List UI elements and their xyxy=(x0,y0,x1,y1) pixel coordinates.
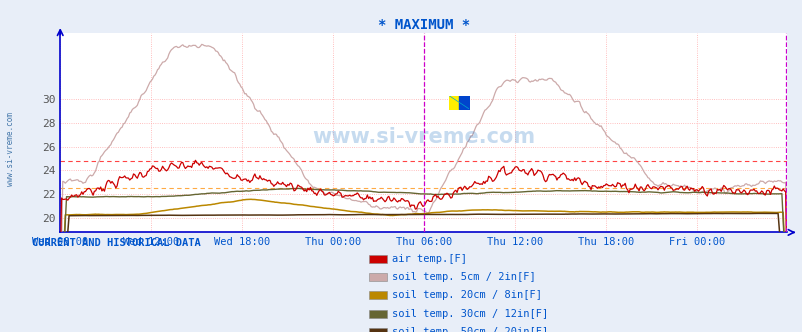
Text: www.si-vreme.com: www.si-vreme.com xyxy=(312,127,534,147)
Text: CURRENT AND HISTORICAL DATA: CURRENT AND HISTORICAL DATA xyxy=(32,238,200,248)
Title: * MAXIMUM *: * MAXIMUM * xyxy=(377,18,469,32)
Text: air temp.[F]: air temp.[F] xyxy=(391,254,466,264)
Text: www.si-vreme.com: www.si-vreme.com xyxy=(6,113,15,186)
Text: soil temp. 50cm / 20in[F]: soil temp. 50cm / 20in[F] xyxy=(391,327,548,332)
Text: soil temp. 5cm / 2in[F]: soil temp. 5cm / 2in[F] xyxy=(391,272,535,282)
Text: soil temp. 20cm / 8in[F]: soil temp. 20cm / 8in[F] xyxy=(391,290,541,300)
Text: soil temp. 30cm / 12in[F]: soil temp. 30cm / 12in[F] xyxy=(391,309,548,319)
